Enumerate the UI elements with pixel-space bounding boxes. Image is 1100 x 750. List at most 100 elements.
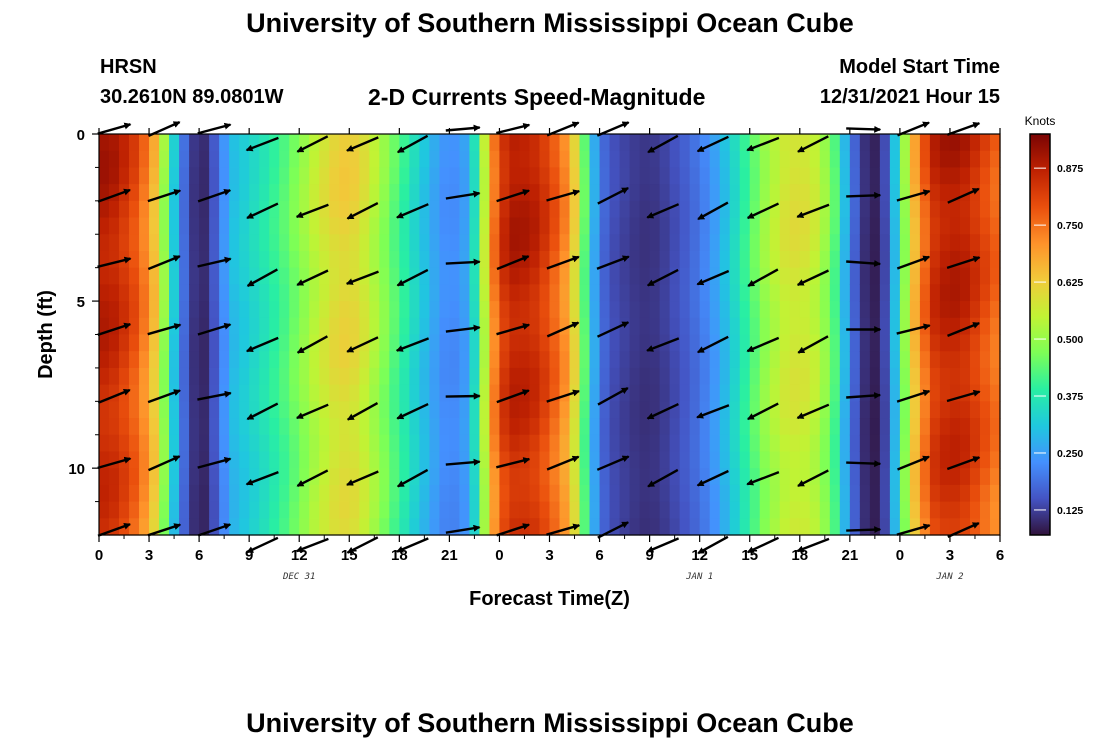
heatmap-cell bbox=[729, 234, 741, 252]
heatmap-cell bbox=[469, 150, 481, 169]
heatmap-cell bbox=[269, 367, 280, 386]
heatmap-cell bbox=[899, 401, 911, 419]
heatmap-cell bbox=[439, 351, 450, 369]
heatmap-cell bbox=[189, 267, 200, 285]
heatmap-cell bbox=[919, 167, 931, 185]
heatmap-cell bbox=[749, 367, 761, 386]
heatmap-cell bbox=[939, 384, 951, 402]
heatmap-cell bbox=[879, 418, 891, 436]
heatmap-cell bbox=[929, 367, 941, 386]
heatmap-cell bbox=[569, 434, 581, 453]
heatmap-cell bbox=[179, 384, 190, 402]
heatmap-cell bbox=[269, 217, 280, 235]
heatmap-cell bbox=[539, 484, 551, 503]
heatmap-cell bbox=[919, 334, 931, 352]
heatmap-cell bbox=[809, 217, 821, 235]
heatmap-cell bbox=[219, 468, 230, 486]
heatmap-cell bbox=[319, 284, 330, 302]
heatmap-cell bbox=[519, 501, 531, 519]
heatmap-cell bbox=[989, 384, 1001, 402]
heatmap-cell bbox=[339, 234, 350, 252]
heatmap-cell bbox=[859, 200, 871, 219]
heatmap-cell bbox=[279, 367, 290, 386]
heatmap-cell bbox=[649, 134, 661, 152]
heatmap-cell bbox=[679, 250, 691, 269]
heatmap-cell bbox=[949, 267, 961, 285]
heatmap-cell bbox=[829, 351, 841, 369]
heatmap-cell bbox=[539, 184, 551, 202]
heatmap-cell bbox=[679, 184, 691, 202]
heatmap-cell bbox=[319, 267, 330, 285]
heatmap-cell bbox=[609, 184, 621, 202]
heatmap-cell bbox=[639, 234, 651, 252]
x-tick-label: 15 bbox=[741, 547, 758, 564]
current-vector-arrow bbox=[796, 403, 830, 420]
heatmap-cell bbox=[239, 384, 250, 402]
heatmap-cell bbox=[679, 134, 691, 152]
heatmap-cell bbox=[149, 250, 160, 269]
current-vector-arrow bbox=[296, 469, 329, 487]
heatmap-cell bbox=[269, 334, 280, 352]
heatmap-cell bbox=[149, 217, 160, 235]
heatmap-cell bbox=[939, 217, 951, 235]
heatmap-cell bbox=[399, 401, 410, 419]
heatmap-cell bbox=[399, 301, 410, 319]
heatmap-cell bbox=[719, 250, 731, 269]
heatmap-cell bbox=[159, 150, 170, 169]
heatmap-cell bbox=[539, 434, 551, 453]
heatmap-cell bbox=[839, 134, 851, 152]
heatmap-cell bbox=[199, 518, 210, 536]
heatmap-cell bbox=[539, 217, 551, 235]
heatmap-cell bbox=[669, 451, 681, 469]
heatmap-cell bbox=[609, 200, 621, 219]
heatmap-cell bbox=[469, 351, 481, 369]
heatmap-cell bbox=[459, 217, 471, 235]
heatmap-cell bbox=[189, 401, 200, 419]
heatmap-cell bbox=[879, 301, 891, 319]
heatmap-cell bbox=[499, 501, 511, 519]
heatmap-cell bbox=[669, 234, 681, 252]
heatmap-cell bbox=[199, 334, 210, 352]
heatmap-cell bbox=[799, 484, 811, 503]
heatmap-cell bbox=[939, 234, 951, 252]
heatmap-cell bbox=[179, 484, 190, 503]
x-tick-label: 12 bbox=[291, 547, 308, 564]
heatmap-cell bbox=[479, 334, 491, 352]
x-tick-label: 6 bbox=[595, 547, 603, 564]
heatmap-cell bbox=[899, 234, 911, 252]
heatmap-cell bbox=[559, 384, 571, 402]
heatmap-cell bbox=[419, 301, 430, 319]
heatmap-cell bbox=[159, 451, 170, 469]
heatmap-cell bbox=[309, 451, 320, 469]
heatmap-cell bbox=[699, 384, 711, 402]
x-tick-label: 6 bbox=[195, 547, 203, 564]
heatmap-cell bbox=[789, 167, 801, 185]
heatmap-cell bbox=[389, 301, 400, 319]
current-vector-arrow bbox=[295, 537, 329, 553]
heatmap-cell bbox=[969, 351, 981, 369]
heatmap-cell bbox=[199, 468, 210, 486]
heatmap-cell bbox=[199, 167, 210, 185]
heatmap-cell bbox=[409, 284, 420, 302]
heatmap-cell bbox=[689, 217, 701, 235]
heatmap-cell bbox=[599, 484, 611, 503]
heatmap-cell bbox=[539, 317, 551, 336]
y-tick-label: 0 bbox=[77, 127, 85, 144]
heatmap-cell bbox=[269, 167, 280, 185]
heatmap-cell bbox=[609, 250, 621, 269]
heatmap-cell bbox=[729, 217, 741, 235]
heatmap-cell bbox=[709, 167, 721, 185]
heatmap-cell bbox=[659, 367, 671, 386]
heatmap-cell bbox=[559, 418, 571, 436]
heatmap-cell bbox=[959, 501, 971, 519]
heatmap-cell bbox=[759, 167, 771, 185]
heatmap-cell bbox=[949, 351, 961, 369]
heatmap-cell bbox=[909, 418, 921, 436]
heatmap-cell bbox=[889, 451, 901, 469]
heatmap-cell bbox=[839, 200, 851, 219]
heatmap-cell bbox=[529, 334, 541, 352]
heatmap-cell bbox=[609, 267, 621, 285]
heatmap-cell bbox=[289, 150, 300, 169]
heatmap-cell bbox=[349, 484, 360, 503]
heatmap-cell bbox=[499, 418, 511, 436]
